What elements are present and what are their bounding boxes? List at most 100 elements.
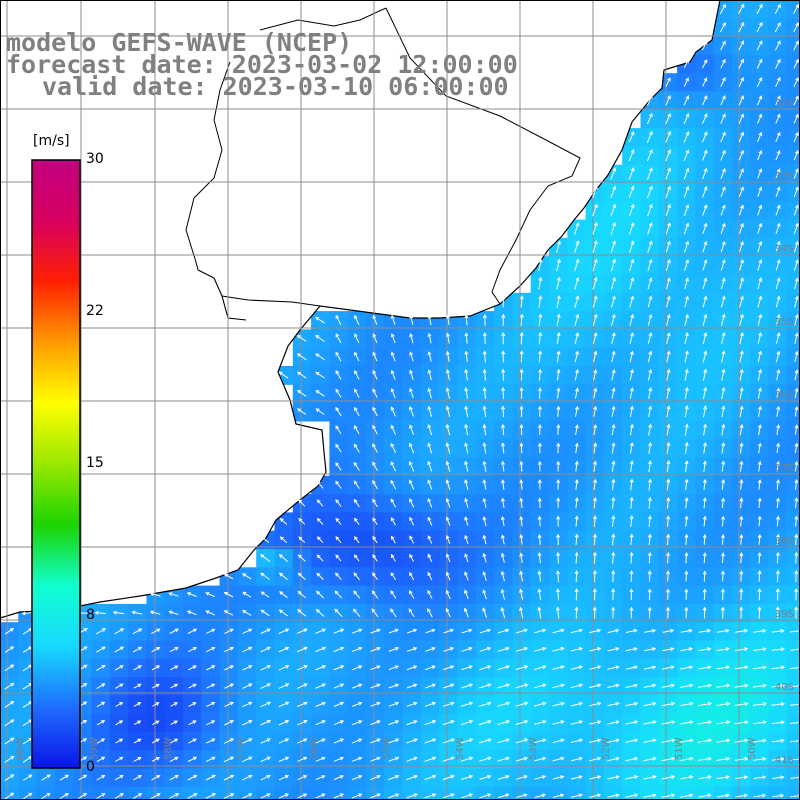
wind-arrow [315, 720, 326, 726]
wind-arrow [4, 701, 15, 708]
wind-arrow [738, 21, 745, 33]
wind-arrow [570, 756, 583, 762]
wind-cell [786, 292, 800, 312]
wind-arrow [702, 95, 708, 106]
wind-arrow [334, 590, 343, 599]
wind-arrow [353, 572, 360, 581]
wind-cell [585, 786, 605, 800]
wind-arrow [775, 204, 781, 216]
wind-arrow [115, 720, 124, 726]
wind-arrow [187, 628, 198, 634]
wind-arrow [353, 480, 360, 489]
wind-arrow [665, 112, 671, 125]
wind-arrow [629, 240, 635, 253]
wind-arrow [752, 702, 767, 707]
wind-arrow [133, 702, 142, 707]
wind-arrow [574, 240, 580, 253]
wind-arrow [519, 479, 524, 490]
wind-arrow [607, 793, 620, 798]
wind-arrow [407, 628, 418, 634]
wind-arrow [297, 609, 307, 617]
wind-arrow [775, 295, 781, 308]
wind-arrow [697, 720, 713, 725]
wind-cell [237, 786, 257, 800]
lon-label: 55W [382, 737, 393, 760]
wind-arrow [794, 424, 799, 435]
wind-arrow [278, 646, 290, 653]
wind-arrow [794, 533, 799, 546]
wind-arrow [464, 571, 469, 581]
wind-arrow [716, 738, 731, 743]
wind-arrow [479, 738, 492, 744]
wind-arrow [114, 775, 124, 781]
wind-arrow [278, 572, 288, 580]
wind-arrow [260, 554, 271, 562]
wind-arrow [242, 793, 253, 799]
wind-arrow [629, 387, 634, 399]
colorbar-tick-30: 30 [86, 151, 104, 167]
wind-arrow [409, 516, 415, 526]
wind-arrow [666, 295, 671, 308]
wind-arrow [390, 461, 397, 472]
wind-arrow [593, 515, 597, 527]
wind-arrow [552, 646, 565, 652]
wind-arrow [297, 554, 306, 562]
wind-arrow [684, 386, 689, 400]
wind-arrow [278, 609, 288, 617]
wind-arrow [464, 553, 469, 563]
wind-arrow [206, 665, 216, 671]
wind-arrow [739, 479, 744, 490]
wind-arrow [519, 552, 524, 563]
wind-arrow [482, 332, 487, 344]
wind-arrow [625, 647, 638, 652]
wind-arrow [461, 683, 474, 689]
wind-arrow [408, 589, 415, 599]
wind-arrow [445, 534, 451, 544]
wind-arrow [552, 701, 565, 707]
wind-arrow [552, 665, 565, 670]
wind-arrow [666, 405, 671, 418]
wind-arrow [537, 570, 542, 582]
wind-cell [786, 786, 800, 800]
wind-arrow [41, 774, 51, 781]
wind-arrow [757, 240, 763, 253]
wind-arrow [611, 350, 616, 363]
wind-arrow [665, 149, 671, 162]
wind-arrow [537, 497, 542, 509]
wind-arrow [756, 21, 763, 33]
wind-arrow [611, 368, 616, 381]
wind-arrow [279, 517, 288, 525]
wind-arrow [647, 606, 652, 619]
wind-arrow [589, 756, 602, 762]
wind-arrow [570, 738, 584, 743]
wind-arrow [445, 571, 451, 581]
wind-cell [512, 786, 532, 800]
wind-arrow [538, 350, 543, 363]
wind-arrow [427, 351, 432, 362]
forecast-date: forecast date: 2023-03-02 12:00:00 [6, 50, 518, 79]
wind-arrow [464, 387, 469, 399]
wind-cell [786, 567, 800, 587]
wind-arrow [4, 719, 15, 727]
wind-arrow [555, 588, 560, 601]
wind-arrow [315, 646, 327, 653]
colorbar-tick-0: 0 [86, 759, 95, 775]
wind-arrow [684, 606, 689, 619]
wind-arrow [316, 517, 324, 525]
wind-arrow [519, 588, 524, 600]
wind-arrow [519, 313, 524, 326]
wind-arrow [570, 646, 583, 652]
wind-arrow [242, 573, 252, 580]
wind-arrow [500, 534, 505, 545]
wind-arrow [427, 497, 433, 508]
wind-arrow [592, 588, 597, 601]
wind-arrow [648, 387, 653, 399]
wind-arrow [757, 313, 763, 326]
wind-arrow [149, 592, 161, 597]
wind-arrow [574, 350, 579, 363]
wind-arrow [753, 738, 767, 743]
wind-cell [183, 786, 202, 800]
wind-arrow [775, 150, 781, 161]
wind-arrow [497, 683, 511, 689]
wind-arrow [533, 683, 547, 689]
